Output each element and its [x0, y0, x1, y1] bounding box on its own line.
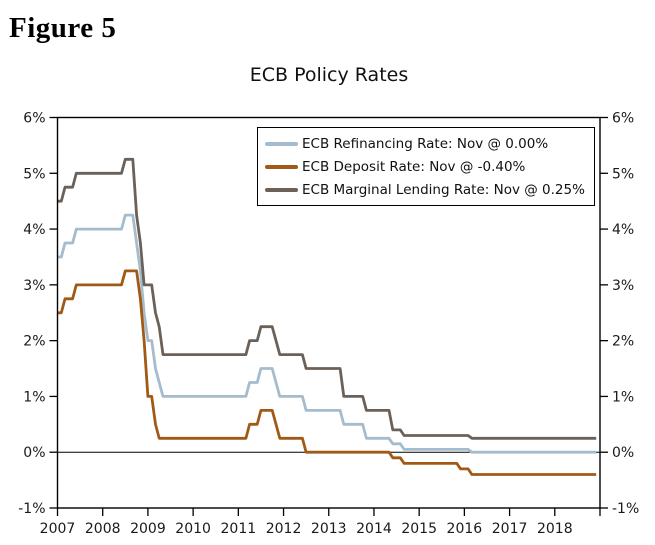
y-axis-label-right: 1%: [612, 389, 634, 405]
legend-item-deposit: ECB Deposit Rate: Nov @ -0.40%: [265, 155, 585, 178]
y-axis-label-left: 2%: [23, 334, 45, 350]
x-axis-label: 2017: [492, 521, 528, 537]
y-axis-label-left: -1%: [18, 501, 45, 517]
y-axis-label-left: 6%: [23, 111, 45, 127]
y-axis-label-right: 3%: [612, 278, 634, 294]
x-axis-label: 2010: [175, 521, 211, 537]
x-axis-label: 2008: [85, 521, 121, 537]
y-axis-label-right: 4%: [612, 222, 634, 238]
y-axis-label-right: -1%: [612, 501, 639, 517]
x-axis-label: 2013: [311, 521, 347, 537]
legend: ECB Refinancing Rate: Nov @ 0.00% ECB De…: [257, 127, 595, 206]
legend-label-deposit: ECB Deposit Rate: Nov @ -0.40%: [302, 158, 526, 175]
x-axis-label: 2014: [356, 521, 392, 537]
marginal-lending-line-swatch-icon: [265, 187, 298, 192]
refinancing-line-swatch-icon: [265, 141, 298, 146]
legend-item-refinancing: ECB Refinancing Rate: Nov @ 0.00%: [265, 132, 585, 155]
x-axis-label: 2007: [40, 521, 76, 537]
x-axis-label: 2011: [221, 521, 257, 537]
x-axis-label: 2016: [447, 521, 483, 537]
y-axis-label-right: 2%: [612, 334, 634, 350]
y-axis-label-left: 4%: [23, 222, 45, 238]
legend-label-marginal-lending: ECB Marginal Lending Rate: Nov @ 0.25%: [302, 181, 585, 198]
y-axis-label-right: 5%: [612, 166, 634, 182]
y-axis-label-left: 5%: [23, 166, 45, 182]
x-axis-label: 2015: [401, 521, 437, 537]
y-axis-label-left: 0%: [23, 445, 45, 461]
series-line-marginal_lending: [57, 157, 597, 440]
y-axis-label-right: 0%: [612, 445, 634, 461]
series-line-refinancing: [57, 213, 597, 454]
legend-label-refinancing: ECB Refinancing Rate: Nov @ 0.00%: [302, 135, 549, 152]
deposit-line-swatch-icon: [265, 164, 298, 169]
y-axis-label-right: 6%: [612, 111, 634, 127]
y-axis-label-left: 3%: [23, 278, 45, 294]
series-line-deposit: [57, 269, 597, 476]
x-axis-label: 2018: [537, 521, 573, 537]
x-axis-label: 2012: [266, 521, 302, 537]
legend-item-marginal-lending: ECB Marginal Lending Rate: Nov @ 0.25%: [265, 178, 585, 201]
chart-title: ECB Policy Rates: [249, 64, 409, 86]
x-axis-label: 2009: [130, 521, 166, 537]
figure-label: Figure 5: [9, 12, 117, 44]
y-axis-label-left: 1%: [23, 389, 45, 405]
